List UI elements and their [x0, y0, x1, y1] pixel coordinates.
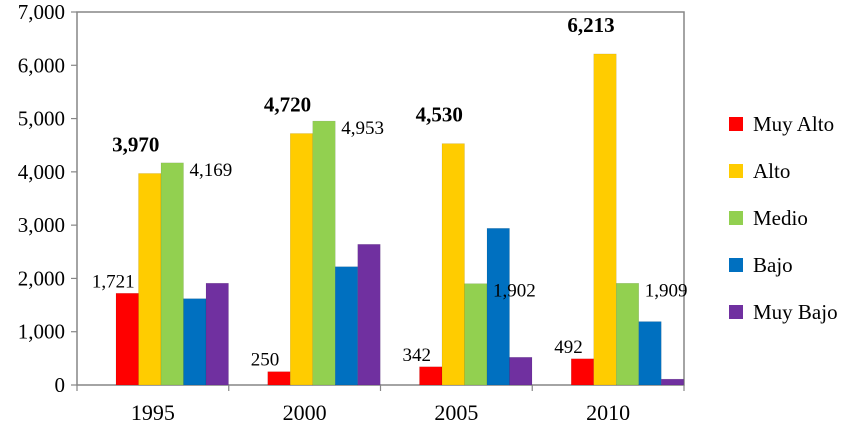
legend-label: Alto [753, 159, 790, 183]
legend-swatch [729, 117, 743, 131]
data-label: 250 [251, 350, 280, 371]
bar [571, 358, 594, 386]
bar [160, 162, 184, 386]
y-tick-label: 6,000 [18, 53, 65, 77]
bar [441, 143, 465, 386]
bar [638, 321, 662, 386]
bar [464, 283, 488, 386]
legend-label: Bajo [753, 253, 793, 277]
y-tick-label: 2,000 [18, 266, 65, 290]
data-labels: 1,721 3,970 4,169 250 4,720 4,953 342 4,530 1,90… [92, 13, 688, 371]
y-tick-label: 0 [55, 373, 66, 397]
bar [509, 357, 533, 386]
bar [267, 371, 291, 386]
legend-swatch [729, 164, 743, 178]
bar [335, 266, 358, 386]
bar [593, 53, 617, 386]
bar [183, 298, 207, 386]
y-axis: 0 1,000 2,000 3,000 4,000 5,000 6,000 7,000 [18, 0, 77, 397]
data-label: 1,721 [92, 271, 135, 292]
y-tick-label: 1,000 [18, 320, 65, 344]
x-tick-label: 1995 [131, 400, 175, 425]
y-tick-label: 4,000 [18, 160, 65, 184]
bar [205, 282, 229, 386]
bar [616, 283, 639, 386]
data-label: 4,720 [264, 92, 311, 116]
legend-swatch [729, 305, 743, 319]
data-label: 3,970 [112, 132, 159, 156]
legend-swatch [729, 258, 743, 272]
legend-label: Muy Bajo [753, 300, 838, 324]
data-label: 4,530 [416, 103, 463, 127]
data-label: 342 [403, 345, 432, 366]
bar [312, 120, 336, 386]
y-tick-label: 3,000 [18, 213, 65, 237]
bar [419, 366, 443, 386]
bars [115, 53, 684, 386]
legend-label: Muy Alto [753, 112, 834, 136]
y-tick-label: 7,000 [18, 0, 65, 24]
data-label: 1,902 [493, 281, 536, 302]
data-label: 1,909 [645, 280, 688, 301]
bar [290, 133, 313, 386]
x-tick-label: 2010 [586, 400, 630, 425]
data-label: 492 [554, 337, 583, 358]
legend: Muy Alto Alto Medio Bajo Muy Bajo [729, 112, 838, 324]
x-tick-label: 2000 [283, 400, 327, 425]
data-label: 4,953 [341, 118, 384, 139]
bar [357, 244, 381, 386]
bar [661, 378, 684, 386]
legend-label: Medio [753, 206, 808, 230]
bar [115, 293, 139, 386]
legend-swatch [729, 211, 743, 225]
data-label: 4,169 [190, 160, 233, 181]
bar [486, 228, 510, 386]
y-tick-label: 5,000 [18, 107, 65, 131]
x-tick-label: 2005 [434, 400, 478, 425]
x-axis: 1995 2000 2005 2010 [76, 385, 685, 425]
bar [138, 173, 162, 386]
data-label: 6,213 [567, 13, 614, 37]
